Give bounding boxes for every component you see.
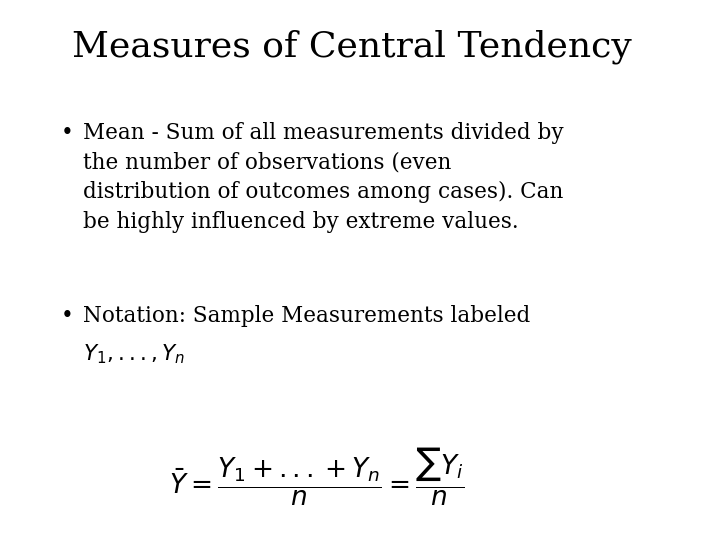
Text: •: • xyxy=(61,122,74,144)
Text: Measures of Central Tendency: Measures of Central Tendency xyxy=(72,30,631,64)
Text: $Y_1,...,Y_n$: $Y_1,...,Y_n$ xyxy=(83,343,185,367)
Text: Mean - Sum of all measurements divided by
the number of observations (even
distr: Mean - Sum of all measurements divided b… xyxy=(83,122,564,233)
Text: Notation: Sample Measurements labeled: Notation: Sample Measurements labeled xyxy=(83,305,530,327)
Text: •: • xyxy=(61,305,74,327)
Text: $\bar{Y} = \dfrac{Y_1+...+Y_n}{n} = \dfrac{\sum Y_i}{n}$: $\bar{Y} = \dfrac{Y_1+...+Y_n}{n} = \dfr… xyxy=(169,446,464,508)
